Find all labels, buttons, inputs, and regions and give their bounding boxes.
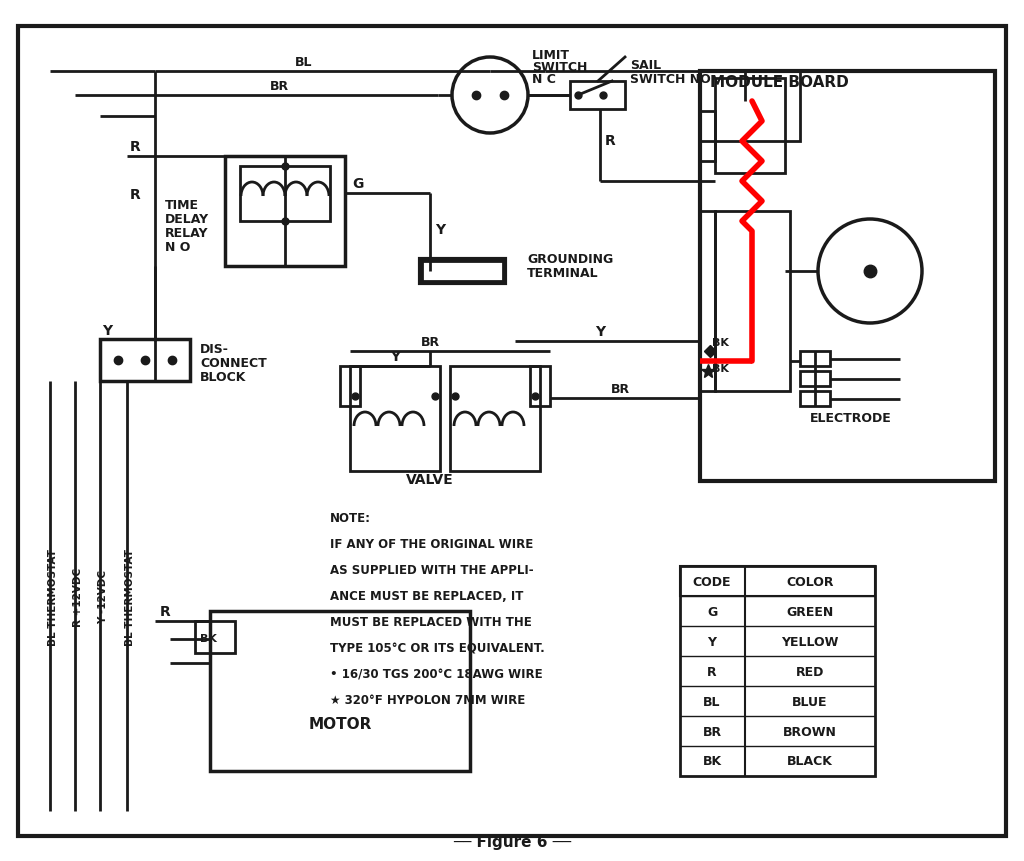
Text: BROWN: BROWN	[783, 725, 837, 738]
Text: G: G	[707, 604, 717, 618]
Text: BR: BR	[702, 725, 722, 738]
Text: R +12VDC: R +12VDC	[73, 567, 83, 626]
Bar	[800, 372, 830, 387]
Bar	[195, 622, 234, 653]
Bar	[350, 367, 440, 472]
Text: SWITCH NO: SWITCH NO	[630, 73, 711, 86]
Text: BLACK: BLACK	[787, 754, 833, 768]
Bar	[530, 367, 550, 406]
Text: ── Figure 6 ──: ── Figure 6 ──	[453, 834, 571, 849]
Text: R: R	[130, 188, 140, 201]
Text: GROUNDING: GROUNDING	[527, 253, 613, 266]
Bar	[570, 82, 625, 110]
Text: RED: RED	[796, 665, 824, 678]
Text: Y: Y	[708, 635, 717, 647]
Text: NOTE:: NOTE:	[330, 511, 371, 524]
Text: Y -12VDC: Y -12VDC	[98, 569, 108, 623]
Text: G: G	[352, 177, 364, 191]
Text: R: R	[708, 665, 717, 678]
Text: BLOCK: BLOCK	[200, 370, 247, 383]
Bar	[800, 351, 830, 367]
Text: BLUE: BLUE	[793, 695, 827, 708]
Text: BR: BR	[421, 336, 439, 349]
Text: TYPE 105°C OR ITS EQUIVALENT.: TYPE 105°C OR ITS EQUIVALENT.	[330, 641, 545, 654]
Bar	[700, 112, 715, 162]
Text: YELLOW: YELLOW	[781, 635, 839, 647]
Bar	[700, 72, 995, 481]
Text: BL: BL	[295, 56, 312, 69]
Text: TIME: TIME	[165, 199, 199, 212]
Text: DIS-: DIS-	[200, 343, 229, 356]
Text: CONNECT: CONNECT	[200, 356, 266, 369]
Text: ANCE MUST BE REPLACED, IT: ANCE MUST BE REPLACED, IT	[330, 589, 523, 603]
Text: RELAY: RELAY	[165, 226, 209, 239]
Text: TERMINAL: TERMINAL	[527, 267, 599, 280]
Text: MOTOR: MOTOR	[308, 716, 372, 731]
Text: N C: N C	[532, 73, 556, 86]
Text: BK: BK	[712, 338, 729, 348]
Bar	[422, 262, 503, 282]
Text: BK: BK	[200, 633, 217, 643]
Text: VALVE: VALVE	[407, 473, 454, 486]
Bar	[680, 567, 874, 776]
Bar	[420, 260, 505, 283]
Text: MODULE BOARD: MODULE BOARD	[710, 75, 849, 90]
Text: GREEN: GREEN	[786, 604, 834, 618]
Text: BL THERMOSTAT: BL THERMOSTAT	[48, 548, 58, 645]
Text: BK: BK	[702, 754, 722, 768]
Bar	[680, 567, 874, 597]
Bar	[240, 167, 330, 222]
Text: COLOR: COLOR	[786, 575, 834, 588]
Bar	[100, 339, 190, 381]
Text: Y: Y	[102, 324, 112, 338]
Bar	[225, 157, 345, 267]
Text: SAIL: SAIL	[630, 59, 662, 72]
Text: R: R	[160, 604, 171, 618]
Bar	[715, 79, 785, 174]
Bar	[715, 212, 790, 392]
Bar	[210, 611, 470, 771]
Text: BL: BL	[703, 695, 721, 708]
Text: MUST BE REPLACED WITH THE: MUST BE REPLACED WITH THE	[330, 616, 531, 629]
Bar	[700, 212, 715, 392]
Text: BL THERMOSTAT: BL THERMOSTAT	[125, 548, 135, 645]
Bar	[700, 72, 800, 142]
Text: DELAY: DELAY	[165, 213, 209, 226]
Text: SWITCH: SWITCH	[532, 61, 588, 74]
Text: AS SUPPLIED WITH THE APPLI-: AS SUPPLIED WITH THE APPLI-	[330, 563, 534, 576]
Text: IF ANY OF THE ORIGINAL WIRE: IF ANY OF THE ORIGINAL WIRE	[330, 537, 534, 550]
Text: R: R	[130, 139, 140, 154]
Bar	[450, 367, 540, 472]
Bar	[340, 367, 360, 406]
Text: Y: Y	[595, 325, 605, 338]
Text: BR: BR	[270, 80, 289, 93]
Text: N O: N O	[165, 241, 190, 254]
Text: • 16/30 TGS 200°C 18AWG WIRE: • 16/30 TGS 200°C 18AWG WIRE	[330, 667, 543, 680]
Text: LIMIT: LIMIT	[532, 49, 570, 62]
Bar	[422, 262, 503, 282]
Text: BR: BR	[610, 382, 630, 395]
Text: BK: BK	[712, 363, 729, 374]
Text: Y: Y	[390, 350, 400, 363]
Text: Y: Y	[435, 223, 445, 237]
Bar	[800, 392, 830, 406]
Text: CODE: CODE	[693, 575, 731, 588]
Text: R: R	[605, 133, 615, 148]
Text: ★ 320°F HYPOLON 7MM WIRE: ★ 320°F HYPOLON 7MM WIRE	[330, 693, 525, 706]
Text: ELECTRODE: ELECTRODE	[810, 412, 892, 424]
